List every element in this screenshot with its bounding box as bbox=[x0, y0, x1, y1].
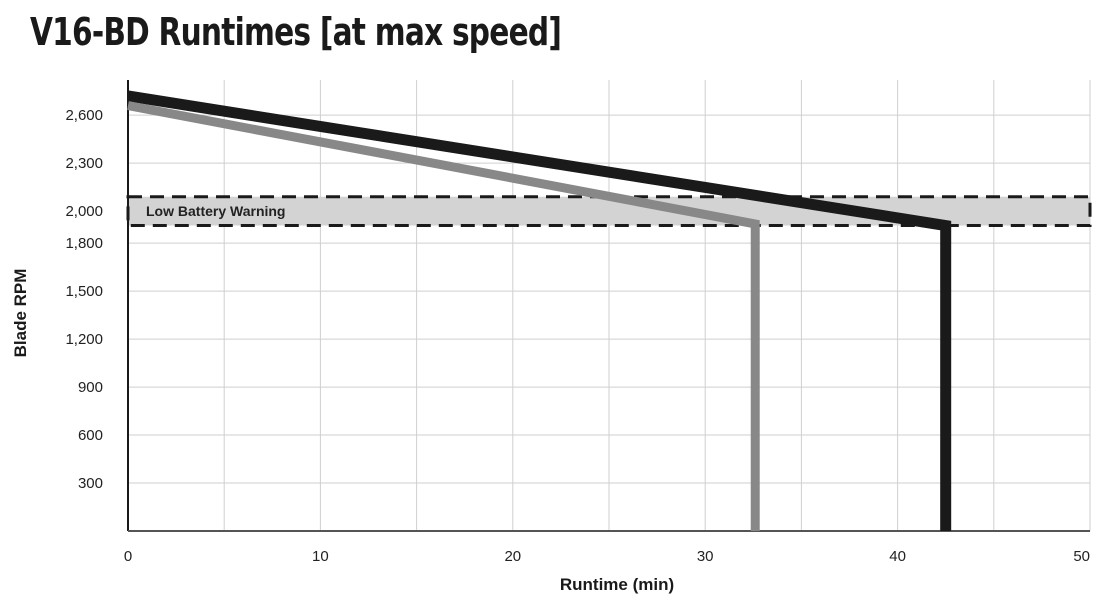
y-tick-label: 1,500 bbox=[65, 283, 103, 300]
low-battery-band: Low Battery Warning bbox=[126, 195, 1092, 228]
series-line-1 bbox=[127, 90, 952, 531]
x-tick-label: 20 bbox=[504, 548, 521, 565]
vertical-gridlines bbox=[223, 80, 1091, 531]
axes bbox=[127, 80, 1090, 532]
data-series bbox=[127, 90, 952, 531]
y-tick-label: 1,200 bbox=[65, 331, 103, 348]
x-tick-label: 50 bbox=[1073, 548, 1090, 565]
x-tick-label: 10 bbox=[312, 548, 329, 565]
y-tick-label: 900 bbox=[78, 379, 103, 396]
x-tick-label: 0 bbox=[124, 548, 132, 565]
x-tick-label: 30 bbox=[697, 548, 714, 565]
y-tick-label: 2,000 bbox=[65, 203, 103, 220]
x-tick-labels: 0 10 20 30 40 50 bbox=[124, 548, 1090, 565]
low-battery-band-label: Low Battery Warning bbox=[146, 203, 286, 219]
y-tick-label: 2,600 bbox=[65, 107, 103, 124]
y-tick-label: 1,800 bbox=[65, 235, 103, 252]
y-tick-label: 600 bbox=[78, 427, 103, 444]
x-axis-label: Runtime (min) bbox=[560, 575, 674, 594]
y-tick-label: 300 bbox=[78, 475, 103, 492]
chart-title: V16-BD Runtimes [at max speed] bbox=[30, 10, 562, 54]
y-tick-label: 2,300 bbox=[65, 155, 103, 172]
y-tick-labels: 300 600 900 1,200 1,500 1,800 2,000 2,300 2,600 bbox=[65, 107, 103, 492]
x-tick-label: 40 bbox=[889, 548, 906, 565]
series-line-2 bbox=[127, 101, 760, 531]
y-axis-label: Blade RPM bbox=[11, 269, 30, 358]
